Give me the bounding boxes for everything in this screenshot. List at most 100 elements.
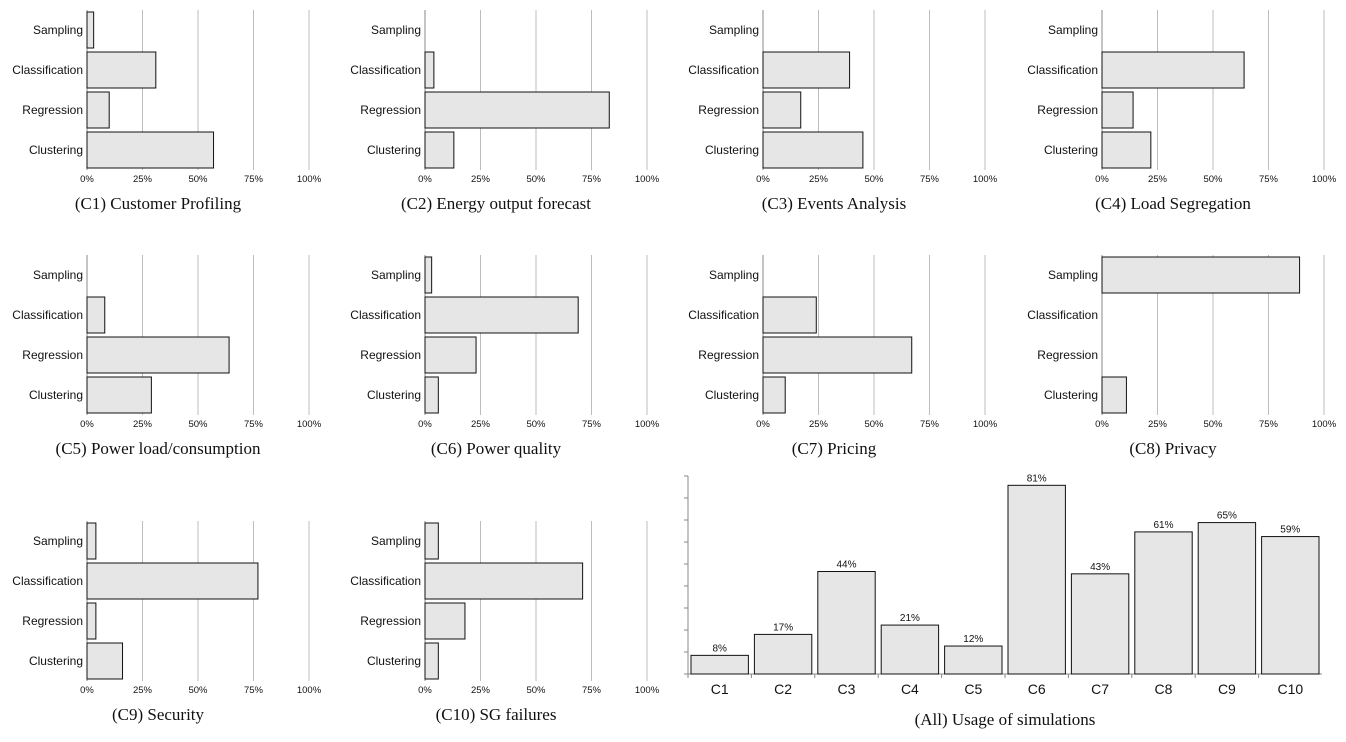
bar-sampling: [424, 256, 433, 294]
bar-c9: [1197, 522, 1257, 675]
bar-classification: [424, 562, 584, 600]
bar-classification: [86, 562, 259, 600]
x-tick-label: 25%: [133, 174, 153, 185]
chart-caption: (C4) Load Segregation: [1095, 194, 1251, 213]
x-tick-label: 75%: [1259, 174, 1279, 185]
data-label: 17%: [773, 622, 793, 633]
chart-caption: (C5) Power load/consumption: [55, 439, 261, 458]
chart-caption: (C3) Events Analysis: [761, 194, 907, 213]
data-label: 59%: [1280, 525, 1300, 536]
chart-c9: Sampling Classification Regression Clusteri…: [12, 521, 322, 696]
category-label: Regression: [360, 348, 421, 362]
x-tick-label: 50%: [526, 174, 546, 185]
bar-c7: [1070, 573, 1130, 675]
category-label: Classification: [1027, 308, 1098, 322]
category-label: Sampling: [33, 268, 83, 282]
category-label: C1: [711, 681, 729, 697]
x-tick-label: 75%: [582, 174, 602, 185]
bar-regression: [86, 336, 230, 374]
bar-clustering: [762, 131, 864, 169]
bar-sampling: [86, 522, 97, 560]
data-label: 61%: [1153, 520, 1173, 531]
x-tick-label: 0%: [80, 419, 94, 430]
x-tick-label: 0%: [1095, 419, 1109, 430]
bar-classification: [424, 296, 579, 334]
chart-caption: (C2) Energy output forecast: [401, 194, 591, 213]
bar-regression: [424, 336, 477, 374]
category-label: Classification: [688, 63, 759, 77]
category-label: Sampling: [371, 23, 421, 37]
bar-clustering: [1101, 376, 1127, 414]
category-label: Clustering: [29, 143, 83, 157]
x-tick-label: 50%: [188, 174, 208, 185]
data-label: 8%: [712, 643, 727, 654]
category-label: Sampling: [709, 268, 759, 282]
x-tick-label: 25%: [471, 174, 491, 185]
bar-regression: [424, 91, 610, 129]
x-tick-label: 50%: [864, 419, 884, 430]
x-tick-label: 50%: [1203, 174, 1223, 185]
chart-c4: Sampling Classification Regression Clusteri…: [1027, 10, 1337, 185]
bar-sampling: [424, 522, 439, 560]
bar-regression: [762, 91, 802, 129]
category-label: Regression: [1037, 103, 1098, 117]
category-label: Regression: [698, 103, 759, 117]
x-tick-label: 25%: [133, 419, 153, 430]
chart-c7: Sampling Classification Regression Clusteri…: [688, 255, 998, 430]
bar-regression: [762, 336, 913, 374]
bar-regression: [424, 602, 466, 640]
data-label: 81%: [1027, 473, 1047, 484]
category-label: Classification: [350, 63, 421, 77]
bar-clustering: [86, 376, 152, 414]
category-label: C9: [1218, 681, 1236, 697]
category-label: Sampling: [1048, 23, 1098, 37]
bar-clustering: [762, 376, 786, 414]
bar-clustering: [424, 376, 439, 414]
x-tick-label: 50%: [188, 419, 208, 430]
category-label: Clustering: [1044, 388, 1098, 402]
chart-caption: (C10) SG failures: [435, 705, 557, 724]
bar-sampling: [86, 11, 95, 49]
category-label: Regression: [22, 614, 83, 628]
x-tick-label: 0%: [80, 685, 94, 696]
chart-caption: (C7) Pricing: [791, 439, 877, 458]
category-label: Regression: [1037, 348, 1098, 362]
category-label: Regression: [698, 348, 759, 362]
chart-c2: Sampling Classification Regression Clusteri…: [350, 10, 660, 185]
chart-c10: Sampling Classification Regression Clusteri…: [350, 521, 660, 696]
category-label: Classification: [350, 574, 421, 588]
data-label: 43%: [1090, 562, 1110, 573]
x-tick-label: 0%: [418, 174, 432, 185]
x-tick-label: 0%: [1095, 174, 1109, 185]
x-tick-label: 75%: [920, 419, 940, 430]
bar-c4: [880, 624, 940, 675]
bar-clustering: [424, 642, 439, 680]
x-tick-label: 50%: [864, 174, 884, 185]
x-tick-label: 0%: [756, 174, 770, 185]
x-tick-label: 75%: [582, 419, 602, 430]
bar-clustering: [1101, 131, 1152, 169]
category-label: Sampling: [371, 268, 421, 282]
category-label: Clustering: [705, 143, 759, 157]
category-label: Regression: [360, 103, 421, 117]
category-label: C8: [1155, 681, 1173, 697]
chart-c5: Sampling Classification Regression Clusteri…: [12, 255, 322, 430]
category-label: C10: [1277, 681, 1303, 697]
category-label: C5: [964, 681, 982, 697]
x-tick-label: 50%: [526, 685, 546, 696]
category-label: Clustering: [367, 388, 421, 402]
bar-clustering: [86, 642, 124, 680]
category-label: C4: [901, 681, 919, 697]
data-label: 21%: [900, 613, 920, 624]
category-label: C3: [838, 681, 856, 697]
bar-c10: [1261, 536, 1320, 675]
bar-clustering: [86, 131, 215, 169]
x-tick-label: 50%: [526, 419, 546, 430]
x-tick-label: 100%: [297, 685, 322, 696]
bar-classification: [86, 296, 106, 334]
chart-caption: (C6) Power quality: [430, 439, 562, 458]
chart-caption: (C1) Customer Profiling: [74, 194, 242, 213]
chart-c8: Sampling Classification Regression Clusteri…: [1027, 255, 1337, 430]
